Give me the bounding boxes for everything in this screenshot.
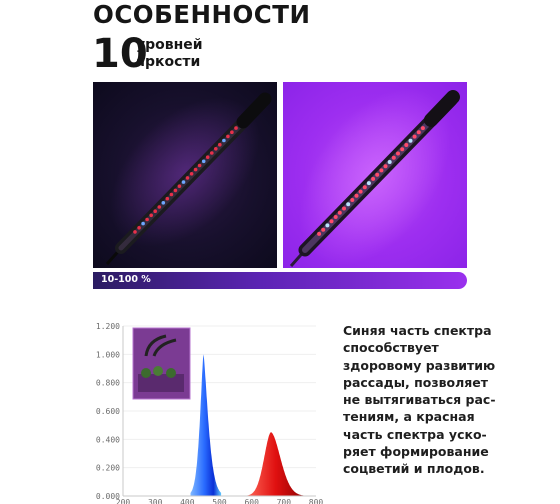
led-dot <box>396 151 400 156</box>
led-dot <box>169 192 174 197</box>
led-dot <box>197 163 202 168</box>
description-line: Синяя часть спектра <box>343 323 492 338</box>
led-dot <box>133 230 137 234</box>
led-dot <box>346 202 351 207</box>
x-tick-label: 700 <box>277 498 292 504</box>
description-line: здоровому развитию <box>343 357 496 373</box>
lamp-photo-bright <box>283 82 467 268</box>
levels-caption-line2: яркости <box>136 54 201 70</box>
led-dot <box>173 188 178 193</box>
y-tick-label: 0.600 <box>96 407 120 416</box>
x-tick-label: 300 <box>148 498 163 504</box>
led-dot <box>420 126 425 131</box>
led-dot <box>387 160 392 164</box>
led-dot <box>358 189 363 194</box>
led-dot <box>366 181 371 186</box>
led-dot <box>181 180 186 184</box>
led-dot <box>342 206 346 211</box>
led-dot <box>362 185 367 190</box>
led-dot <box>177 184 182 188</box>
brightness-range-label: 10-100 % <box>101 274 151 285</box>
y-tick-label: 0.800 <box>96 379 120 388</box>
led-dot <box>400 147 405 152</box>
led-dot <box>165 196 170 201</box>
led-dot <box>375 172 380 177</box>
led-dot <box>325 223 330 228</box>
led-dot <box>145 217 149 222</box>
led-dot <box>157 205 162 209</box>
spectrum-description: Синяя часть спектра способствует здоровому… <box>343 322 496 478</box>
led-dot <box>201 159 206 164</box>
led-dot <box>149 213 153 218</box>
led-dot <box>214 147 218 151</box>
red-spectrum-peak <box>245 432 307 496</box>
led-dot <box>234 126 238 130</box>
led-dot <box>371 176 376 181</box>
led-dot <box>230 130 234 134</box>
y-tick-label: 1.000 <box>96 350 120 359</box>
led-dot <box>321 227 326 232</box>
led-dot <box>185 176 190 180</box>
led-dot <box>218 142 222 147</box>
x-tick-label: 200 <box>116 498 131 504</box>
led-dot <box>193 167 198 172</box>
levels-caption-line1: уровней <box>136 37 203 53</box>
description-line: не вытягиваться рас- <box>343 392 496 408</box>
chart-axes <box>122 326 316 497</box>
description-line: ряет формирование <box>343 444 489 460</box>
led-dot <box>153 209 157 213</box>
led-dot <box>337 210 342 215</box>
led-dot <box>205 155 210 159</box>
led-dot <box>408 138 413 143</box>
lamp-illustration-bright <box>289 88 460 267</box>
led-dot <box>379 168 384 173</box>
description-line: соцветий и плодов. <box>343 461 485 477</box>
led-dot <box>383 164 388 169</box>
led-dot <box>354 193 359 198</box>
led-dot <box>317 231 322 236</box>
led-dot <box>141 221 145 226</box>
led-dot <box>329 219 334 224</box>
led-dot <box>161 201 166 205</box>
led-dot <box>350 198 355 202</box>
brightness-range-bar: 10-100 % <box>93 272 467 289</box>
led-dot <box>333 215 338 219</box>
led-dot <box>210 151 214 155</box>
y-tick-label: 1.200 <box>96 322 120 331</box>
x-tick-label: 800 <box>309 498 324 504</box>
x-tick-label: 600 <box>244 498 259 504</box>
lamp-photo-dim <box>93 82 277 268</box>
x-tick-label: 400 <box>180 498 195 504</box>
y-tick-label: 0.400 <box>96 435 120 444</box>
led-dot <box>416 130 421 135</box>
x-tick-label: 500 <box>212 498 227 504</box>
page-title: ОСОБЕННОСТИ <box>93 0 311 29</box>
lamp-illustration-dim <box>105 92 272 265</box>
y-tick-label: 0.200 <box>96 464 120 473</box>
levels-caption: уровней яркости <box>136 37 203 71</box>
y-tick-label: 0.000 <box>96 492 120 501</box>
blue-spectrum-peak <box>190 354 222 496</box>
led-dot <box>189 172 194 176</box>
led-dot <box>412 134 417 139</box>
spectrum-chart: 0.000 0.200 0.400 0.600 0.800 1.000 1.200 200 3… <box>96 322 324 504</box>
led-dot <box>391 155 396 160</box>
description-line: тениям, а красная <box>343 409 475 425</box>
description-line: часть спектра уско- <box>343 426 487 442</box>
led-dot <box>222 138 226 143</box>
levels-number: 10 <box>92 31 148 77</box>
led-dot <box>137 226 141 230</box>
led-dot <box>404 143 409 147</box>
led-dot <box>226 134 230 139</box>
description-line: способствует <box>343 340 439 356</box>
inset-plant-photo <box>132 327 191 400</box>
description-line: рассады, позволяет <box>343 374 489 390</box>
